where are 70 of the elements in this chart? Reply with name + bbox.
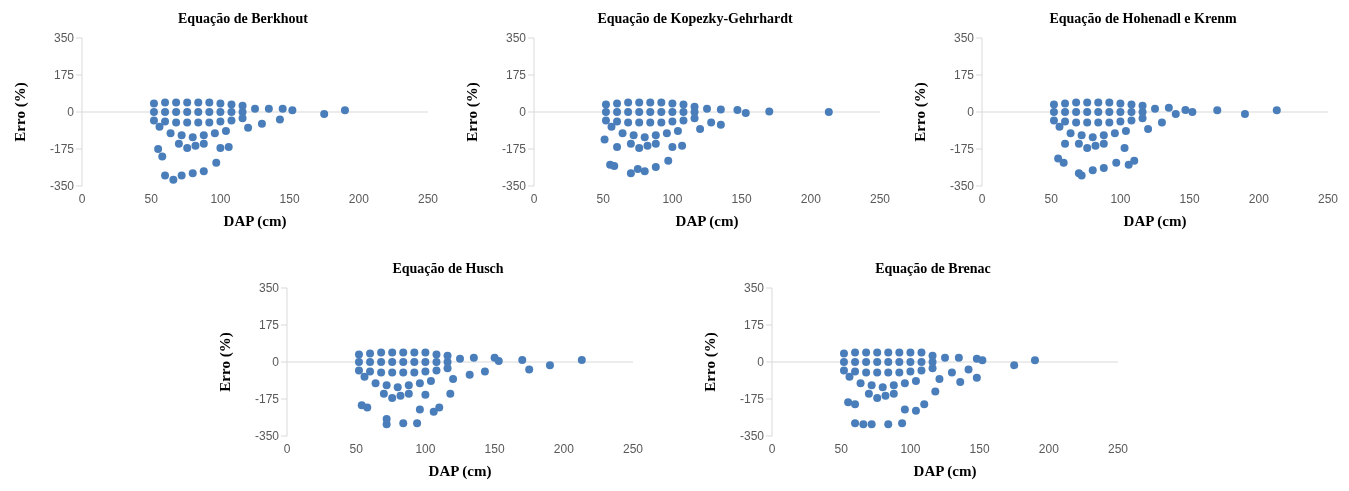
x-tick-label: 100 [415, 441, 436, 456]
y-tick-label: 350 [53, 31, 75, 46]
x-axis-title: DAP (cm) [913, 463, 977, 480]
y-tick-label: 175 [505, 68, 527, 83]
x-tick-label: 0 [78, 191, 86, 206]
x-tick-label: 200 [553, 441, 575, 456]
x-tick-label: 50 [596, 191, 611, 206]
chart-title: Equação de Husch [391, 260, 505, 278]
y-axis-title: Erro (%) [912, 82, 930, 142]
y-tick-label: 175 [53, 68, 75, 83]
y-tick-label: 0 [519, 105, 527, 120]
x-tick-label: 150 [969, 441, 990, 456]
x-tick-label: 50 [349, 441, 364, 456]
y-tick-label: -175 [254, 392, 280, 407]
chart-title: Equação de Hohenadl e Krenm [1048, 10, 1238, 28]
x-tick-label: 150 [1179, 191, 1200, 206]
x-tick-label: 100 [210, 191, 231, 206]
y-tick-label: -175 [739, 392, 765, 407]
x-tick-label: 200 [348, 191, 370, 206]
x-axis-title: DAP (cm) [428, 463, 492, 480]
y-tick-label: 0 [967, 105, 975, 120]
x-tick-label: 0 [530, 191, 538, 206]
y-tick-label: -350 [739, 429, 765, 444]
y-axis-title: Erro (%) [217, 332, 235, 392]
y-tick-label: 0 [757, 355, 765, 370]
y-tick-label: -175 [501, 142, 527, 157]
chart-title: Equação de Brenac [874, 260, 992, 278]
y-tick-label: -350 [49, 179, 75, 194]
y-tick-label: 0 [67, 105, 75, 120]
x-axis-title: DAP (cm) [223, 213, 287, 230]
x-tick-label: 0 [283, 441, 291, 456]
y-axis-title: Erro (%) [12, 82, 30, 142]
y-tick-label: -350 [949, 179, 975, 194]
y-tick-label: 350 [505, 31, 527, 46]
y-tick-label: 175 [743, 318, 765, 333]
x-tick-label: 50 [1044, 191, 1059, 206]
chart-title: Equação de Berkhout [177, 10, 309, 28]
x-tick-label: 0 [768, 441, 776, 456]
y-tick-label: 350 [258, 281, 280, 296]
x-tick-label: 100 [900, 441, 921, 456]
chart-title: Equação de Kopezky-Gehrhardt [596, 10, 794, 28]
x-tick-label: 150 [484, 441, 505, 456]
x-tick-label: 250 [1317, 191, 1339, 206]
x-axis-title: DAP (cm) [1123, 213, 1187, 230]
x-tick-label: 250 [622, 441, 644, 456]
y-tick-label: 350 [743, 281, 765, 296]
y-tick-label: -175 [49, 142, 75, 157]
y-tick-label: 0 [272, 355, 280, 370]
x-tick-label: 250 [869, 191, 891, 206]
x-tick-label: 100 [662, 191, 683, 206]
y-tick-label: -350 [254, 429, 280, 444]
y-tick-label: 175 [953, 68, 975, 83]
x-tick-label: 50 [834, 441, 849, 456]
x-tick-label: 250 [417, 191, 439, 206]
y-tick-label: -175 [949, 142, 975, 157]
x-axis-title: DAP (cm) [675, 213, 739, 230]
y-axis-title: Erro (%) [464, 82, 482, 142]
x-tick-label: 200 [1248, 191, 1270, 206]
x-tick-label: 200 [800, 191, 822, 206]
x-tick-label: 50 [144, 191, 159, 206]
x-tick-label: 150 [279, 191, 300, 206]
x-tick-label: 0 [978, 191, 986, 206]
y-tick-label: -350 [501, 179, 527, 194]
y-tick-label: 350 [953, 31, 975, 46]
x-tick-label: 250 [1107, 441, 1129, 456]
x-tick-label: 150 [731, 191, 752, 206]
y-axis-title: Erro (%) [702, 332, 720, 392]
x-tick-label: 100 [1110, 191, 1131, 206]
y-tick-label: 175 [258, 318, 280, 333]
x-tick-label: 200 [1038, 441, 1060, 456]
